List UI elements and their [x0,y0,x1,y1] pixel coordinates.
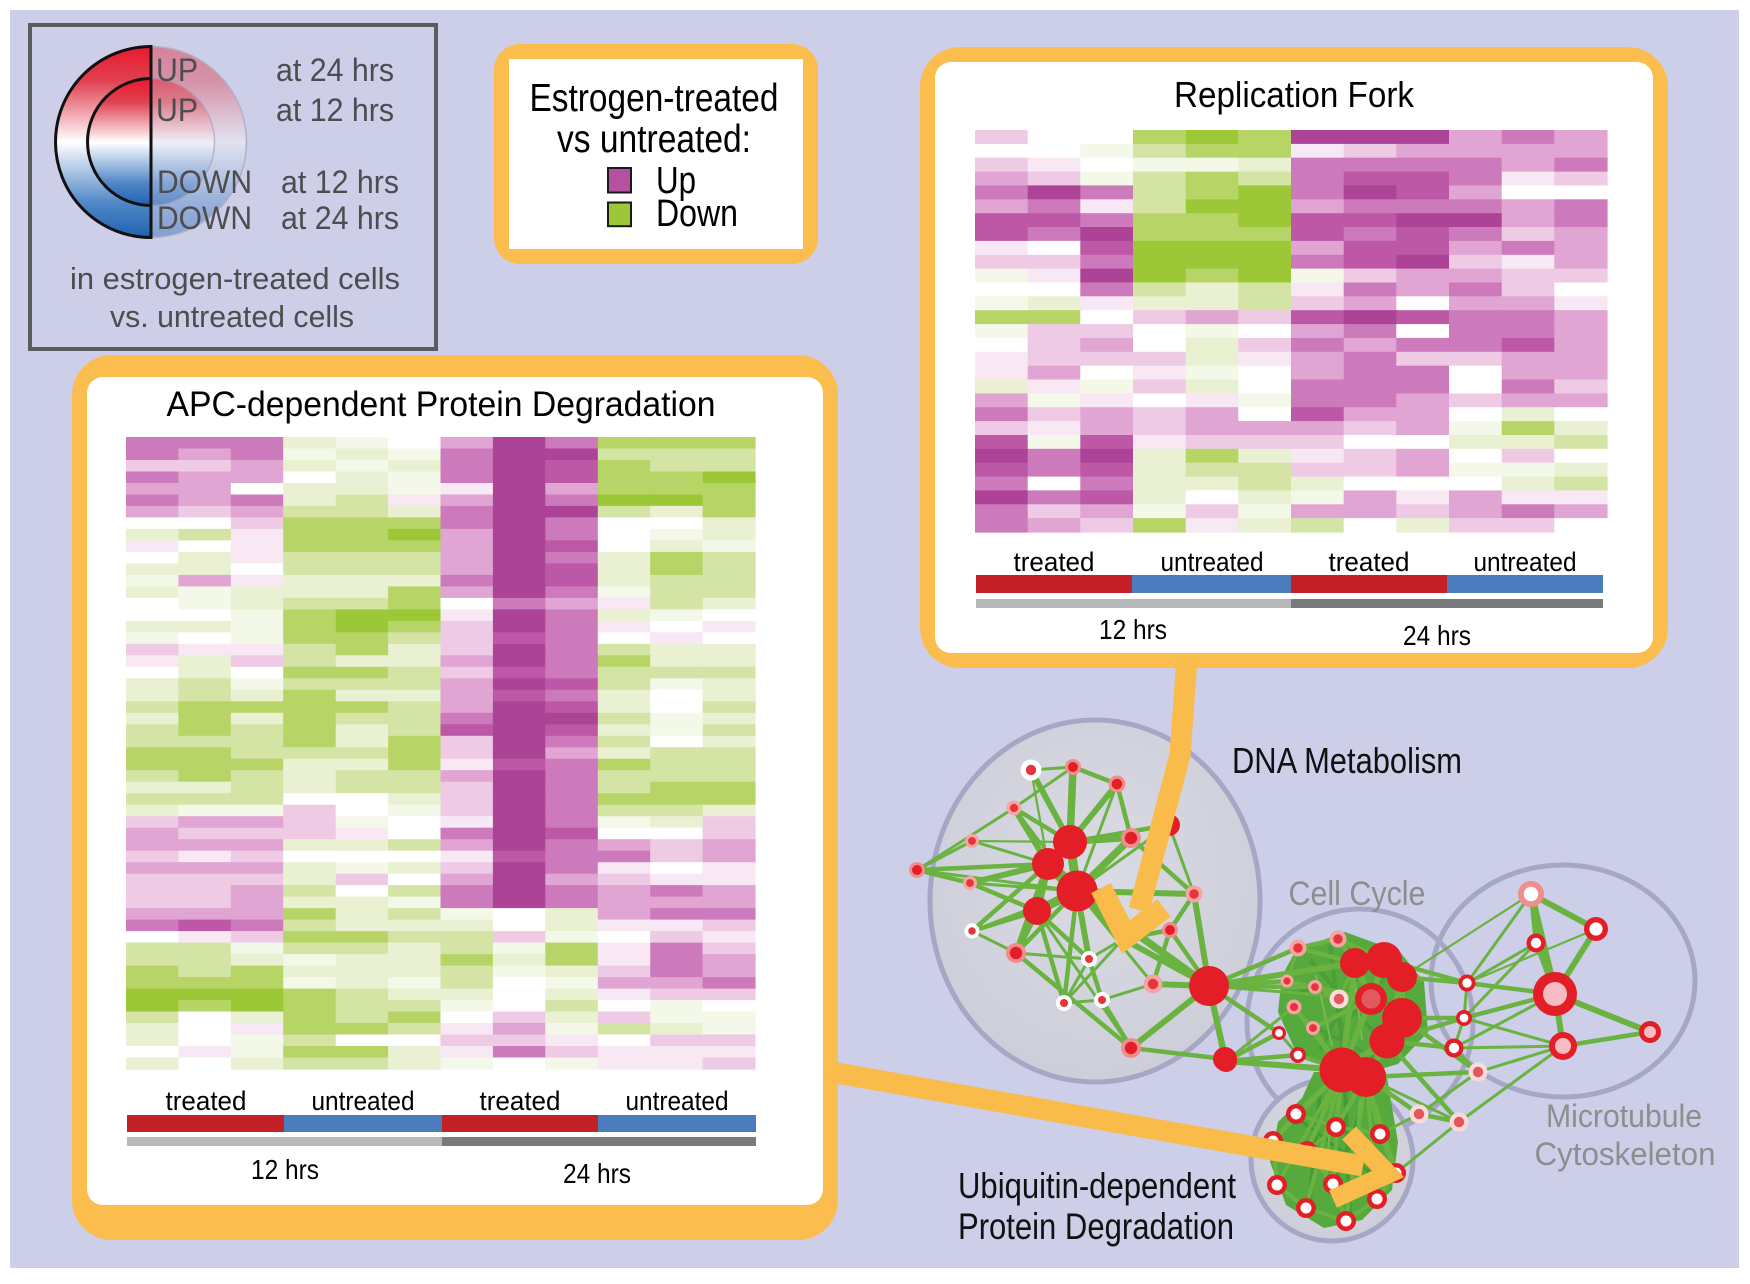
svg-text:vs untreated:: vs untreated: [557,118,751,161]
svg-text:at 24 hrs: at 24 hrs [281,200,399,236]
svg-text:Ubiquitin-dependent: Ubiquitin-dependent [958,1165,1236,1206]
svg-text:Microtubule: Microtubule [1546,1098,1702,1134]
svg-text:in estrogen-treated cells: in estrogen-treated cells [70,261,400,296]
svg-text:Down: Down [656,193,738,235]
svg-text:Up: Up [656,160,696,202]
svg-text:APC-dependent Protein Degradat: APC-dependent Protein Degradation [167,385,716,424]
svg-text:untreated: untreated [1474,547,1577,577]
svg-text:treated: treated [166,1086,247,1116]
svg-text:untreated: untreated [312,1086,415,1116]
svg-text:treated: treated [1014,547,1095,577]
svg-text:DNA Metabolism: DNA Metabolism [1232,740,1462,781]
svg-text:Protein Degradation: Protein Degradation [958,1206,1234,1247]
svg-text:vs. untreated cells: vs. untreated cells [110,299,354,334]
svg-text:24 hrs: 24 hrs [563,1158,631,1189]
svg-text:UP: UP [156,52,198,88]
svg-text:12 hrs: 12 hrs [1099,614,1167,645]
svg-text:untreated: untreated [1161,547,1264,577]
svg-text:Cytoskeleton: Cytoskeleton [1535,1136,1716,1172]
svg-text:24 hrs: 24 hrs [1403,620,1471,651]
svg-text:at 12 hrs: at 12 hrs [276,92,394,128]
svg-text:treated: treated [480,1086,561,1116]
svg-text:DOWN: DOWN [157,200,252,236]
svg-text:treated: treated [1329,547,1410,577]
svg-text:UP: UP [156,92,198,128]
svg-text:Replication Fork: Replication Fork [1174,74,1415,115]
svg-text:12 hrs: 12 hrs [251,1154,319,1185]
svg-text:Cell Cycle: Cell Cycle [1289,875,1426,913]
svg-text:at 12 hrs: at 12 hrs [281,164,399,200]
svg-text:Estrogen-treated: Estrogen-treated [530,77,779,120]
svg-text:untreated: untreated [626,1086,729,1116]
svg-text:DOWN: DOWN [157,164,252,200]
svg-text:at 24 hrs: at 24 hrs [276,52,394,88]
